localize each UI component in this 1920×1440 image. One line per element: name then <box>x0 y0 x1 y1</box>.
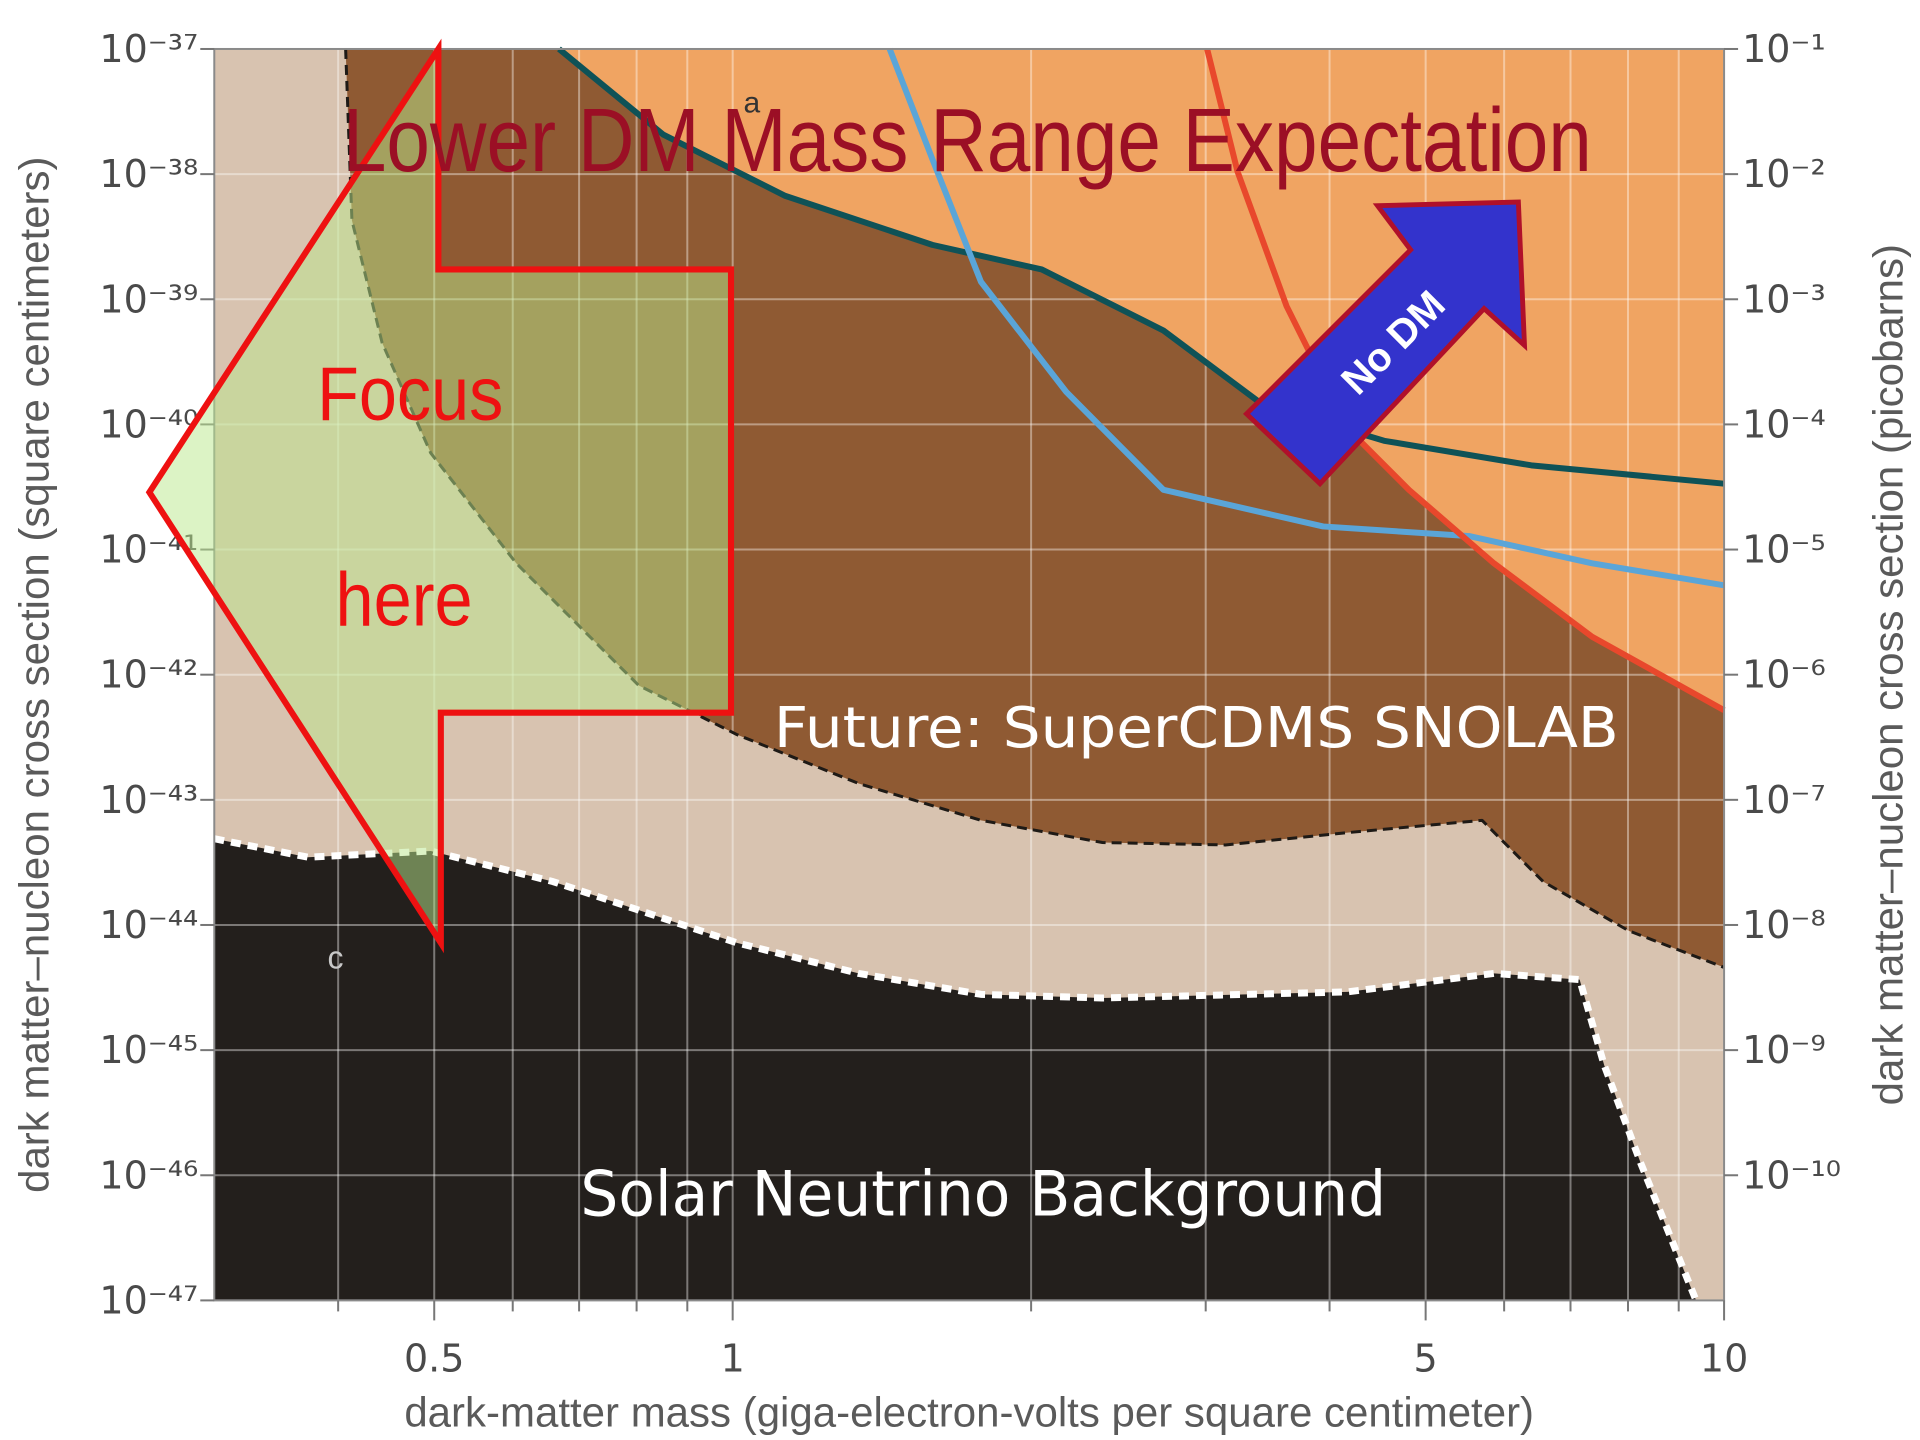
y-tick-label: 10⁻³⁸ <box>99 152 198 196</box>
chart-title: Lower DM Mass Range Expectation <box>343 91 1592 191</box>
region <box>214 838 1697 1301</box>
region-border <box>213 835 1700 1302</box>
y2-tick-label: 10⁻⁷ <box>1742 778 1826 822</box>
curve <box>557 46 1725 487</box>
annotation: here <box>336 558 473 643</box>
y-tick-label: 10⁻⁴⁵ <box>99 1028 198 1072</box>
y-tick-label: 10⁻⁴³ <box>99 778 198 822</box>
y-tick-label: 10⁻³⁷ <box>99 27 198 71</box>
overlay-arrows <box>145 38 1528 954</box>
x-axis-label: dark-matter mass (giga-electron-volts pe… <box>404 1389 1534 1436</box>
y2-tick-label: 10⁻¹ <box>1742 27 1826 71</box>
y2-tick-label: 10⁻⁵ <box>1742 528 1826 572</box>
y-tick-label: 10⁻⁴⁶ <box>99 1153 198 1197</box>
y2-tick-label: 10⁻⁹ <box>1742 1028 1826 1072</box>
y2-tick-label: 10⁻⁶ <box>1742 653 1826 697</box>
y-tick-label: 10⁻⁴² <box>99 653 198 697</box>
y2-tick-label: 10⁻¹⁰ <box>1742 1153 1841 1197</box>
curve <box>886 47 1725 589</box>
annotation: Solar Neutrino Background <box>580 1157 1386 1230</box>
x-tick-label: 5 <box>1414 1336 1438 1380</box>
y2-tick-label: 10⁻² <box>1742 152 1826 196</box>
y-tick-label: 10⁻⁴⁷ <box>99 1278 198 1322</box>
x-tick-label: 10 <box>1700 1336 1748 1380</box>
y-tick-label: 10⁻³⁹ <box>99 277 198 321</box>
curve <box>1204 48 1726 713</box>
annotation: Future: SuperCDMS SNOLAB <box>774 696 1619 761</box>
focus-arrow <box>145 38 735 954</box>
annotation: a <box>743 86 760 119</box>
y2-tick-label: 10⁻⁴ <box>1742 402 1826 446</box>
x-tick-label: 1 <box>721 1336 745 1380</box>
annotation: c <box>328 940 344 976</box>
axes: 0.5 1 5 1010⁻³⁷10⁻³⁸10⁻³⁹10⁻⁴⁰10⁻⁴¹10⁻⁴²10⁻… <box>11 27 1912 1436</box>
no-dm-arrow <box>1243 199 1528 488</box>
y-axis-label: dark matter–nucleon cross section (squar… <box>11 156 58 1192</box>
x-tick-label: 0.5 <box>404 1336 464 1380</box>
y2-tick-label: 10⁻³ <box>1742 277 1826 321</box>
y-tick-label: 10⁻⁴⁴ <box>99 903 198 947</box>
y2-tick-label: 10⁻⁸ <box>1742 903 1826 947</box>
y2-axis-label: dark matter–nucleon cross section (picob… <box>1865 244 1912 1105</box>
annotation: Focus <box>317 352 503 437</box>
